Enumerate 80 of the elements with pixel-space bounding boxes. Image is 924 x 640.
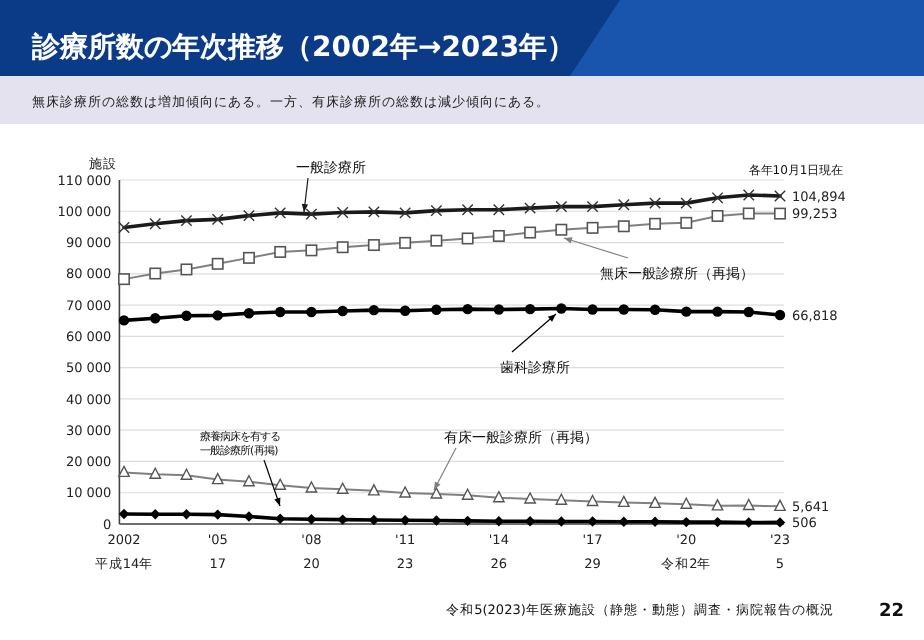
- text: 22: [878, 602, 904, 622]
- point: [617, 198, 630, 211]
- point: [211, 472, 224, 485]
- point: [118, 273, 130, 286]
- point: [681, 516, 692, 528]
- point: [586, 221, 599, 234]
- point: [212, 310, 223, 321]
- point: [399, 206, 412, 219]
- point: [556, 303, 567, 314]
- point: [180, 263, 193, 276]
- point: [399, 305, 411, 316]
- point: [243, 209, 255, 222]
- point: [586, 494, 599, 507]
- point: [336, 206, 349, 219]
- point: [711, 209, 724, 222]
- point: [649, 217, 662, 230]
- point: [649, 304, 661, 315]
- line-series: [118, 189, 786, 234]
- point: [492, 229, 505, 242]
- point: [555, 223, 568, 236]
- point: [586, 200, 599, 213]
- point: [337, 305, 348, 317]
- point: [649, 197, 661, 210]
- point: [492, 491, 505, 503]
- point: [680, 216, 693, 229]
- point: [368, 206, 380, 218]
- point: [742, 189, 755, 201]
- point: [336, 241, 349, 254]
- point: [118, 315, 130, 326]
- point: [368, 484, 380, 496]
- point: [555, 200, 568, 213]
- point: [431, 304, 442, 315]
- point: [306, 306, 317, 318]
- point: [305, 244, 318, 257]
- point: [242, 251, 255, 264]
- point: [180, 214, 193, 227]
- point: [274, 306, 286, 318]
- point: [681, 306, 692, 317]
- point: [617, 220, 630, 233]
- point: [274, 245, 287, 258]
- point: [118, 221, 130, 234]
- point: [211, 257, 224, 270]
- point: [181, 310, 192, 321]
- point: [211, 213, 224, 226]
- point: [274, 206, 287, 219]
- point: [462, 303, 473, 315]
- point: [524, 492, 536, 504]
- point: [743, 306, 754, 318]
- point: [461, 203, 474, 216]
- point: [149, 217, 162, 230]
- point: [524, 303, 536, 315]
- point: [618, 304, 630, 315]
- point: [712, 306, 723, 317]
- point: [587, 304, 598, 315]
- point: [306, 514, 317, 525]
- point: [181, 509, 192, 520]
- point: [774, 309, 786, 321]
- point: [774, 207, 786, 220]
- point: [149, 267, 162, 280]
- point: [367, 239, 380, 252]
- point: [461, 232, 474, 245]
- point: [680, 197, 693, 210]
- point: [430, 204, 443, 217]
- point: [150, 313, 161, 324]
- point: [524, 202, 536, 215]
- point: [493, 304, 505, 315]
- chart-title: 診療所数の年次推移（2002年→2023年）: [30, 30, 576, 64]
- point: [524, 226, 537, 239]
- point: [399, 236, 412, 249]
- point: [462, 515, 473, 527]
- point: [430, 234, 443, 247]
- point: [305, 208, 318, 220]
- point: [711, 191, 724, 204]
- point: [243, 308, 255, 319]
- point: [492, 203, 505, 216]
- point: [368, 304, 380, 316]
- point: [774, 190, 786, 202]
- point: [742, 207, 755, 220]
- point: [712, 516, 723, 528]
- point: [742, 498, 755, 511]
